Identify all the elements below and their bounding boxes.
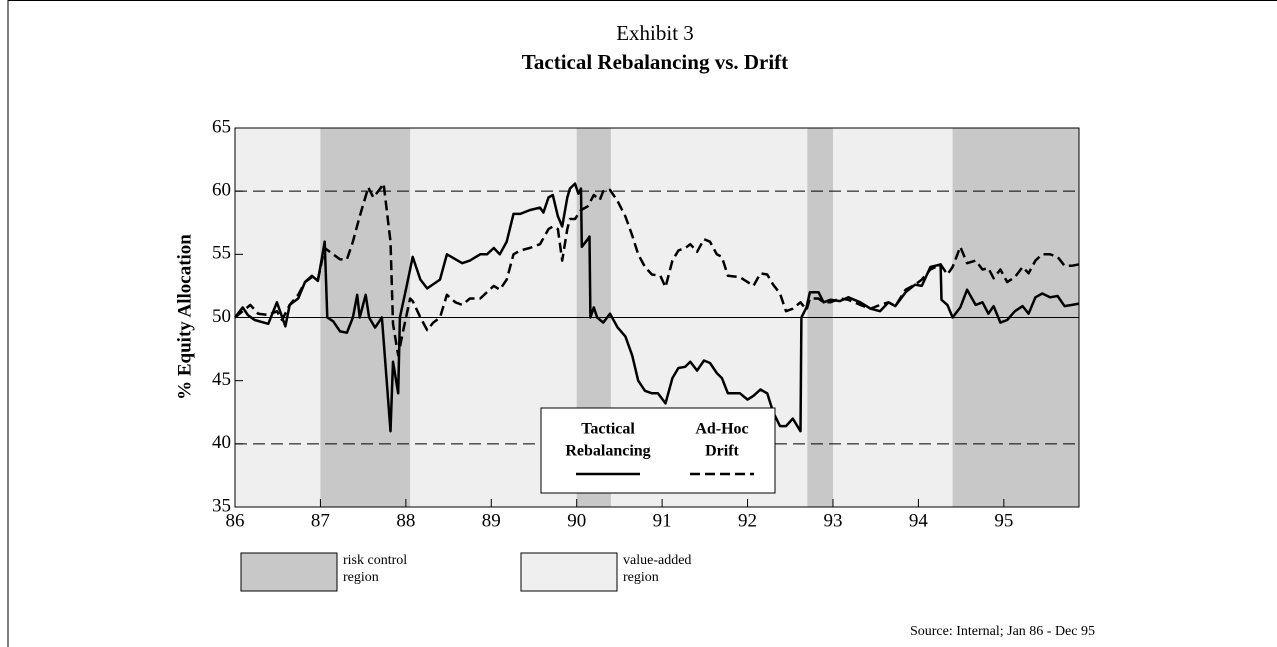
x-tick-label: 91 — [653, 510, 672, 531]
x-tick-label: 95 — [994, 510, 1013, 531]
plot-border — [234, 127, 1080, 508]
x-tick-label: 88 — [396, 510, 415, 531]
region-label: value-added — [623, 553, 691, 568]
y-tick-label: 50 — [212, 306, 231, 327]
y-tick-label: 55 — [212, 243, 231, 264]
legend-box — [540, 407, 776, 494]
region-label: risk control — [343, 553, 407, 568]
y-tick-label: 35 — [212, 495, 231, 516]
y-tick-label: 60 — [212, 180, 231, 201]
region-label: region — [623, 570, 659, 585]
legend-label: Ad-Hoc — [695, 421, 748, 438]
x-tick-label: 90 — [567, 510, 586, 531]
source: Source: Internal; Jan 86 - Dec 95 — [910, 624, 1095, 639]
y-tick-label: 40 — [212, 432, 231, 453]
region-swatch — [240, 552, 338, 592]
legend-label: Rebalancing — [565, 443, 650, 460]
y-tick-label: 45 — [212, 369, 231, 390]
x-tick-label: 92 — [738, 510, 757, 531]
plot: 35 40 45 50 55 60 65 86 87 88 89 90 91 92 93 94 95 Tactic… — [212, 116, 1080, 592]
region-label: region — [343, 570, 379, 585]
x-tick-label: 94 — [909, 510, 929, 531]
x-tick-label: 89 — [482, 510, 501, 531]
chart-subtitle: Tactical Rebalancing vs. Drift — [522, 50, 788, 74]
y-tick-label: 65 — [212, 116, 231, 137]
x-tick-label: 87 — [311, 510, 330, 531]
series-line — [234, 182, 1080, 357]
region-swatch — [520, 552, 618, 592]
legend-label: Tactical — [581, 421, 635, 438]
legend-label: Drift — [705, 443, 739, 460]
x-tick-label: 93 — [823, 510, 842, 531]
x-tick-label: 86 — [226, 510, 245, 531]
series-line — [234, 182, 1080, 433]
chart-title: Exhibit 3 — [616, 21, 694, 45]
y-axis-label: % Equity Allocation — [174, 234, 195, 400]
